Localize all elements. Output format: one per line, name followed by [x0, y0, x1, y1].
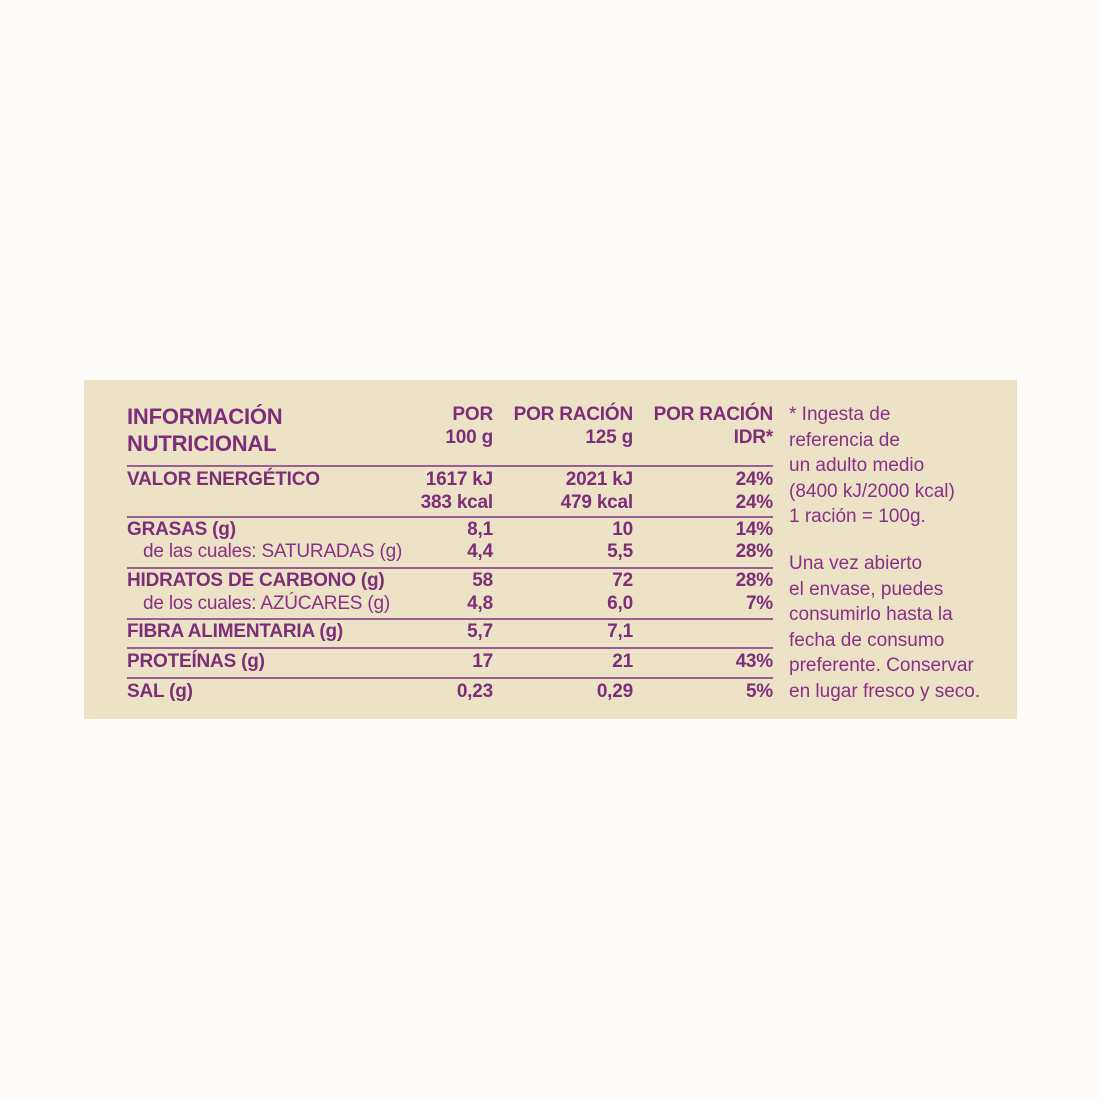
row-value: 28% [735, 570, 774, 591]
row-subvalue: 28% [735, 541, 774, 562]
row-value: 5% [745, 681, 773, 702]
row-label: HIDRATOS DE CARBONO (g) [127, 570, 385, 591]
divider [127, 567, 773, 569]
row-subvalue: 4,4 [467, 541, 493, 562]
column-header: POR [452, 404, 493, 425]
row-label: SAL (g) [127, 681, 193, 702]
divider [127, 618, 773, 620]
storage-note-line: en lugar fresco y seco. [789, 681, 981, 702]
row-subvalue: 6,0 [607, 593, 633, 614]
column-header-sub: IDR* [733, 427, 774, 448]
row-value: 2021 kJ [565, 469, 633, 490]
reference-note-line: un adulto medio [789, 455, 925, 477]
row-subvalue: 5,5 [607, 541, 633, 562]
row-value: 0,29 [596, 681, 633, 702]
row-label: VALOR ENERGÉTICO [127, 469, 320, 490]
reference-note-line: * Ingesta de [789, 404, 891, 425]
row-subvalue: 24% [735, 492, 774, 513]
storage-note-line: Una vez abierto [789, 553, 923, 574]
row-value: 14% [735, 519, 774, 540]
divider [127, 647, 773, 649]
row-subvalue: 4,8 [467, 593, 493, 614]
row-value: 1617 kJ [425, 469, 493, 490]
table-title-line2: NUTRICIONAL [127, 431, 277, 456]
row-value: 17 [472, 651, 493, 672]
column-header-sub: 100 g [445, 427, 493, 448]
row-value: 8,1 [467, 519, 493, 540]
row-value: 72 [612, 570, 633, 591]
row-label: GRASAS (g) [127, 519, 236, 540]
storage-note-line: preferente. Conservar [789, 655, 974, 677]
row-value: 21 [612, 651, 633, 672]
nutrition-panel [84, 380, 1017, 719]
row-value: 7,1 [607, 621, 633, 642]
column-header-sub: 125 g [585, 427, 633, 448]
column-header: POR RACIÓN [513, 404, 634, 425]
column-header: POR RACIÓN [653, 404, 774, 425]
row-sublabel: de las cuales: SATURADAS (g) [143, 541, 403, 562]
reference-note-line: (8400 kJ/2000 kcal) [789, 480, 955, 502]
row-subvalue: 479 kcal [560, 492, 634, 513]
storage-note-line: el envase, puedes [789, 578, 944, 600]
divider [127, 677, 773, 679]
storage-note-line: fecha de consumo [789, 629, 945, 651]
row-label: FIBRA ALIMENTARIA (g) [127, 621, 344, 642]
row-label: PROTEÍNAS (g) [127, 651, 265, 672]
row-subvalue: 7% [745, 593, 773, 614]
row-value: 5,7 [467, 621, 493, 642]
row-value: 58 [472, 570, 493, 591]
row-value: 43% [735, 651, 774, 672]
row-value: 24% [735, 469, 774, 490]
table-title-line1: INFORMACIÓN [127, 404, 283, 429]
row-sublabel: de los cuales: AZÚCARES (g) [143, 593, 390, 614]
storage-note-line: consumirlo hasta la [789, 604, 953, 626]
row-value: 10 [612, 519, 633, 540]
row-value: 0,23 [456, 681, 493, 702]
reference-note-line: referencia de [789, 429, 900, 451]
row-subvalue: 383 kcal [420, 492, 494, 513]
reference-note-line: 1 ración = 100g. [789, 506, 926, 528]
divider [127, 465, 773, 467]
divider [127, 516, 773, 518]
